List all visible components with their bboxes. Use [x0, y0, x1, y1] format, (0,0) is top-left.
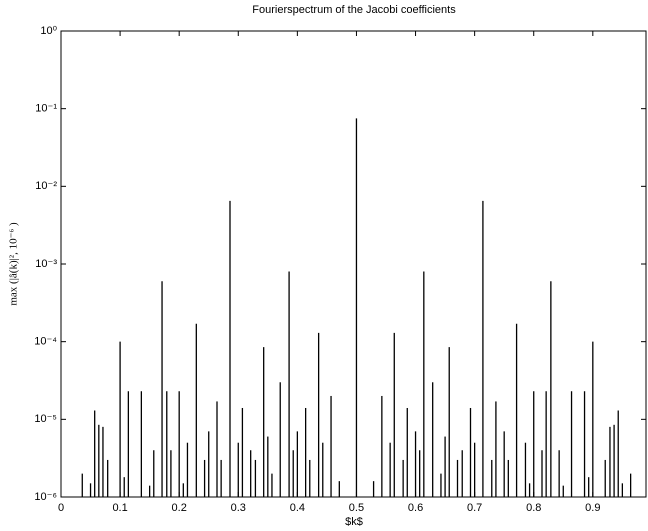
x-tick-label: 0.4 — [290, 502, 305, 514]
x-tick-label: 0.1 — [112, 502, 127, 514]
x-tick-label: 0.5 — [349, 502, 364, 514]
x-tick-label: 0.9 — [585, 502, 600, 514]
x-tick-label: 0.2 — [172, 502, 187, 514]
y-tick-label: 10⁰ — [40, 25, 57, 37]
x-axis-label: $k$ — [345, 516, 363, 528]
y-tick-label: 10⁻⁶ — [34, 491, 57, 503]
y-tick-label: 10⁻¹ — [35, 103, 57, 115]
y-tick-label: 10⁻² — [35, 180, 57, 192]
x-tick-label: 0.7 — [467, 502, 482, 514]
y-tick-label: 10⁻⁵ — [34, 413, 57, 425]
y-tick-label: 10⁻⁴ — [34, 336, 57, 348]
plot-frame — [60, 30, 647, 498]
x-tick-label: 0.6 — [408, 502, 423, 514]
x-tick-label: 0.8 — [526, 502, 541, 514]
chart-title: Fourierspectrum of the Jacobi coefficien… — [252, 4, 456, 16]
x-tick-label: 0 — [58, 502, 64, 514]
y-tick-label: 10⁻³ — [35, 258, 57, 270]
x-tick-label: 0.3 — [231, 502, 246, 514]
y-axis-label: max (|â(k)|², 10⁻⁶ ) — [8, 222, 20, 306]
